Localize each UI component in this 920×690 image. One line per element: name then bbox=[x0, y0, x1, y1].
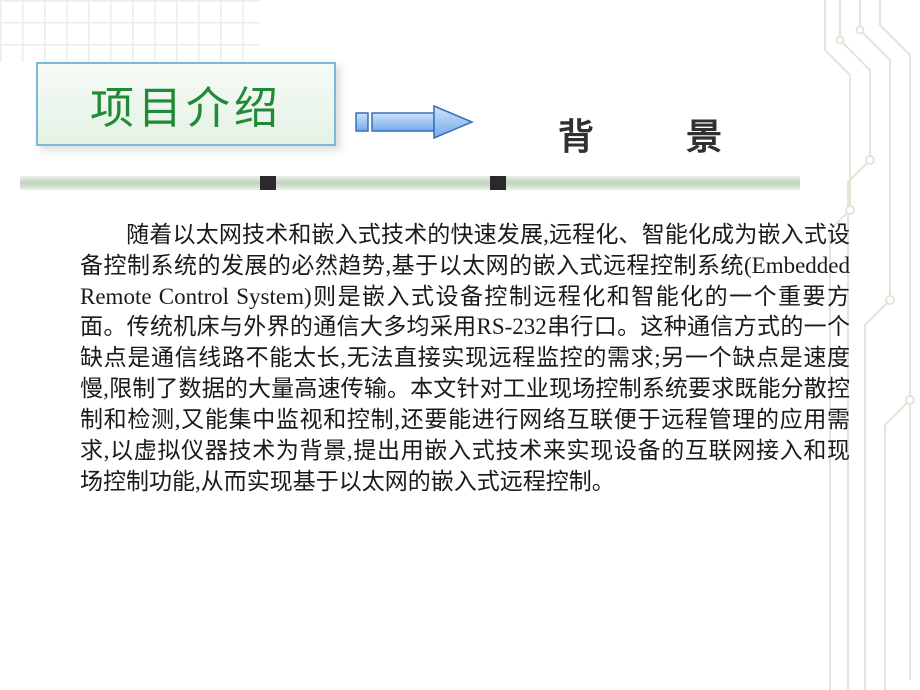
body-paragraph: 随着以太网技术和嵌入式技术的快速发展,远程化、智能化成为嵌入式设备控制系统的发展… bbox=[80, 220, 850, 497]
title-box: 项目介绍 bbox=[36, 62, 336, 146]
slide-title: 项目介绍 bbox=[90, 72, 282, 136]
slide-subtitle: 背 景 bbox=[530, 108, 750, 160]
divider-strip bbox=[20, 176, 800, 190]
arrow-icon bbox=[354, 102, 474, 142]
subtitle-box: 背 景 bbox=[490, 104, 790, 164]
grid-background bbox=[0, 0, 260, 62]
body-text-content: 随着以太网技术和嵌入式技术的快速发展,远程化、智能化成为嵌入式设备控制系统的发展… bbox=[80, 222, 850, 494]
